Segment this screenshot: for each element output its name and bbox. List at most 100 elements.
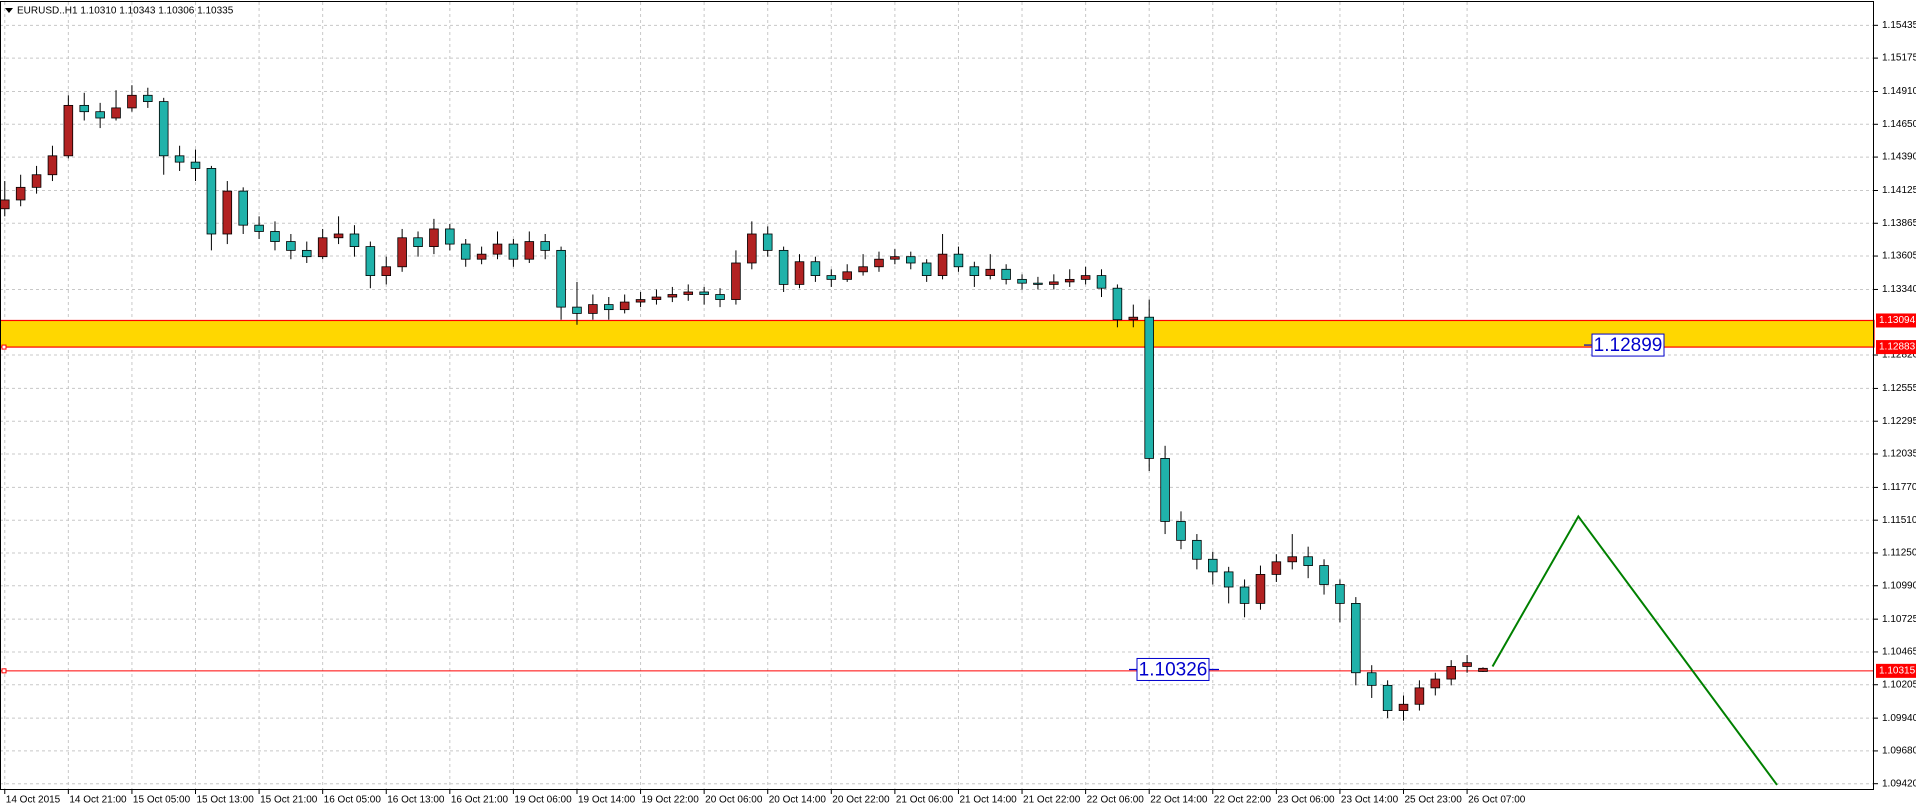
candle-body <box>349 233 360 247</box>
candle-body <box>1001 268 1011 280</box>
candle-body <box>1382 684 1393 711</box>
y-tick-label: 1.10725 <box>1882 614 1916 625</box>
y-tick-label: 1.09940 <box>1882 713 1916 724</box>
candle-body <box>476 253 487 260</box>
x-tick-label: 23 Oct 06:00 <box>1277 795 1335 806</box>
candle-body <box>1351 603 1361 674</box>
candle-body <box>826 275 837 280</box>
x-tick-label: 15 Oct 05:00 <box>133 795 191 806</box>
x-tick-label: 26 Oct 07:00 <box>1468 795 1526 806</box>
candle-body <box>1287 556 1298 563</box>
candle-body <box>429 228 439 247</box>
price-marker-label: 1.12883 <box>1879 342 1916 353</box>
y-tick-label: 1.12820 <box>1882 350 1916 361</box>
price-marker <box>1876 313 1916 328</box>
candle-body <box>397 237 407 268</box>
candle-body <box>158 101 169 157</box>
candle-body <box>1271 561 1282 575</box>
candle-body <box>1192 539 1202 560</box>
candle-body <box>206 168 217 235</box>
x-tick-label: 25 Oct 23:00 <box>1405 795 1463 806</box>
price-marker <box>1876 663 1916 678</box>
candle-body <box>1096 275 1107 289</box>
y-tick-label: 1.12035 <box>1882 449 1916 460</box>
y-tick-label: 1.10990 <box>1882 580 1916 591</box>
x-tick-label: 19 Oct 06:00 <box>514 795 572 806</box>
x-tick-label: 22 Oct 06:00 <box>1087 795 1145 806</box>
candle-body <box>1176 521 1186 541</box>
candle-body <box>1128 316 1139 321</box>
candle-body <box>842 271 852 280</box>
candle-body <box>15 186 26 201</box>
candle-body <box>683 291 694 295</box>
price-marker-label: 1.13094 <box>1879 315 1916 326</box>
candle-body <box>333 233 344 239</box>
candle-body <box>524 241 535 260</box>
candle-body <box>1414 687 1425 705</box>
candle-body <box>111 107 121 119</box>
y-tick-label: 1.13865 <box>1882 218 1916 229</box>
candle-body <box>921 262 932 276</box>
candle-body <box>47 155 58 176</box>
y-tick-label: 1.12295 <box>1882 416 1916 427</box>
candle-body <box>1064 278 1075 283</box>
candle-body <box>445 228 455 245</box>
candle-body <box>1462 662 1472 667</box>
y-tick-label: 1.10205 <box>1882 679 1916 690</box>
candle-body <box>1446 666 1456 680</box>
x-tick-label: 15 Oct 13:00 <box>197 795 255 806</box>
candle-body <box>222 190 233 235</box>
callout-box <box>1591 333 1665 357</box>
candle-body <box>1319 565 1329 585</box>
candle-body <box>1398 703 1409 711</box>
y-tick-label: 1.14910 <box>1882 86 1916 97</box>
candle-body <box>890 256 900 260</box>
x-tick-label: 16 Oct 05:00 <box>324 795 382 806</box>
candle-body <box>317 237 328 258</box>
x-tick-label: 22 Oct 22:00 <box>1214 795 1272 806</box>
x-tick-label: 21 Oct 14:00 <box>959 795 1017 806</box>
y-tick-label: 1.15435 <box>1882 20 1916 31</box>
candle-body <box>365 246 376 276</box>
x-tick-label: 21 Oct 22:00 <box>1023 795 1081 806</box>
price-marker <box>1876 340 1916 355</box>
candle-body <box>63 104 74 157</box>
x-tick-label: 16 Oct 21:00 <box>451 795 509 806</box>
level-anchor <box>1 344 7 350</box>
candle-body <box>460 243 471 260</box>
candle-body <box>953 253 964 268</box>
candle-body <box>127 94 137 109</box>
candle-body <box>190 161 201 169</box>
candle-body <box>937 253 948 276</box>
callout-label: 1.12899 <box>1594 335 1663 356</box>
candle-body <box>1112 287 1123 321</box>
x-tick-label: 14 Oct 2015 <box>6 795 61 806</box>
candle-body <box>1144 316 1154 459</box>
y-tick-label: 1.10465 <box>1882 647 1916 658</box>
candle-body <box>540 241 550 251</box>
x-tick-label: 20 Oct 22:00 <box>832 795 890 806</box>
projection-line <box>1491 514 1778 786</box>
candle-body <box>969 266 980 276</box>
menu-triangle[interactable] <box>5 8 13 13</box>
candle-body <box>810 261 821 276</box>
candle-body <box>143 94 153 103</box>
y-tick-label: 1.11510 <box>1882 515 1916 526</box>
candle-body <box>747 233 757 264</box>
x-tick-label: 21 Oct 06:00 <box>896 795 954 806</box>
candle-body <box>1255 574 1266 604</box>
candle-body <box>1239 586 1250 604</box>
candle-body <box>1223 571 1234 588</box>
candle-body <box>1430 678 1441 689</box>
candle-body <box>1033 282 1043 285</box>
x-tick-label: 14 Oct 21:00 <box>69 795 127 806</box>
y-tick-label: 1.14650 <box>1882 119 1916 130</box>
candle-body <box>1478 667 1488 672</box>
x-tick-label: 19 Oct 22:00 <box>642 795 700 806</box>
candle-body <box>254 224 264 232</box>
candle-body <box>174 155 185 163</box>
plot-frame <box>0 1 1874 790</box>
